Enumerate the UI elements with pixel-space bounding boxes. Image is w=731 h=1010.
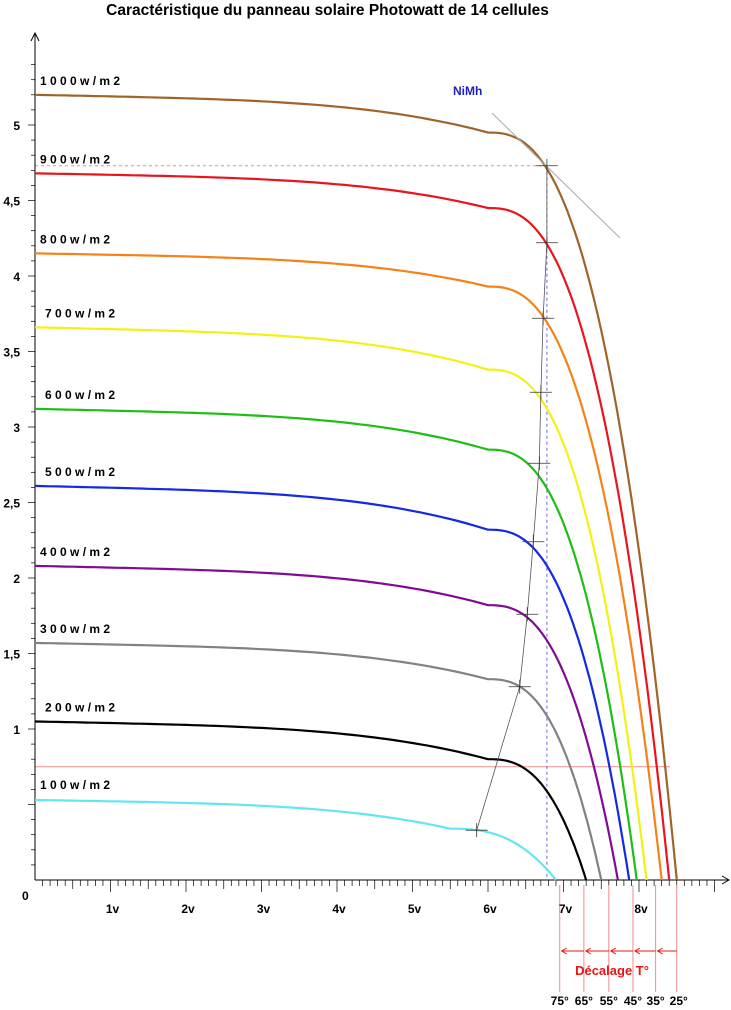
x-tick-label: 7v (559, 902, 573, 916)
temp-arrowhead (560, 947, 567, 955)
series-curve (34, 407, 638, 881)
y-tick-label: 1 (13, 723, 20, 737)
series-curve (34, 484, 631, 881)
temp-label: 25° (670, 994, 688, 1008)
nimh-label: NiMh (453, 84, 482, 98)
axes (28, 31, 731, 892)
y-tick-label: 2 (13, 572, 20, 586)
y-tick-label: 2,5 (3, 497, 20, 511)
y-tick-label: 4 (13, 270, 20, 284)
temp-shift-label: Décalage T° (575, 963, 649, 978)
reference-lines (35, 165, 670, 880)
chart-title: Caractéristique du panneau solaire Photo… (106, 2, 549, 19)
origin-label: 0 (22, 889, 29, 903)
y-tick-label: 5 (13, 119, 20, 133)
x-tick-label: 1v (106, 902, 120, 916)
text-labels: 0 1v 2v 3v 4v 5v 6v 7v 8v 1 1,5 2 2,5 3 3,5 4 4,5 5 1 0 0 … (3, 74, 688, 1008)
series-group (34, 93, 678, 881)
series-curve (34, 641, 603, 881)
temp-arrowhead (584, 947, 592, 955)
series-curve (34, 172, 671, 881)
temp-label: 65° (575, 994, 593, 1008)
series-curve (34, 798, 557, 881)
series-curve (34, 252, 663, 881)
series-curve (34, 93, 678, 881)
temp-label: 75° (551, 994, 569, 1008)
series-curve (34, 720, 588, 881)
series-label: 4 0 0 w / m 2 (40, 545, 110, 559)
nimh-line (491, 112, 621, 239)
y-tick-label: 3,5 (3, 346, 20, 360)
series-label: 9 0 0 w / m 2 (40, 152, 110, 166)
series-label: 1 0 0 0 w / m 2 (40, 74, 120, 88)
temp-label: 35° (647, 994, 665, 1008)
x-tick-label: 6v (483, 902, 497, 916)
mpp-curve (476, 165, 548, 831)
series-label: 3 0 0 w / m 2 (40, 622, 110, 636)
series-label: 1 0 0 w / m 2 (40, 778, 110, 792)
y-tick-label: 1,5 (3, 648, 20, 662)
x-tick-label: 5v (408, 902, 422, 916)
y-axis-arrow (30, 31, 40, 42)
x-tick-label: 3v (257, 902, 271, 916)
series-label: 6 0 0 w / m 2 (45, 388, 115, 402)
y-tick-label: 4,5 (3, 195, 20, 209)
temp-arrowhead (656, 947, 663, 955)
x-tick-label: 2v (181, 902, 195, 916)
series-label: 5 0 0 w / m 2 (45, 465, 115, 479)
temp-arrowhead (609, 947, 617, 955)
series-curve (34, 564, 619, 881)
temp-arrowhead (633, 947, 641, 955)
series-curve (34, 326, 648, 881)
x-tick-label: 4v (332, 902, 346, 916)
annotations (465, 112, 678, 992)
temp-label: 45° (624, 994, 642, 1008)
series-label: 7 0 0 w / m 2 (45, 306, 115, 320)
series-label: 2 0 0 w / m 2 (45, 700, 115, 714)
x-tick-label: 8v (634, 902, 648, 916)
series-label: 8 0 0 w / m 2 (40, 232, 110, 246)
x-axis-arrow (721, 875, 731, 885)
y-tick-label: 3 (13, 421, 20, 435)
temp-label: 55° (600, 994, 618, 1008)
